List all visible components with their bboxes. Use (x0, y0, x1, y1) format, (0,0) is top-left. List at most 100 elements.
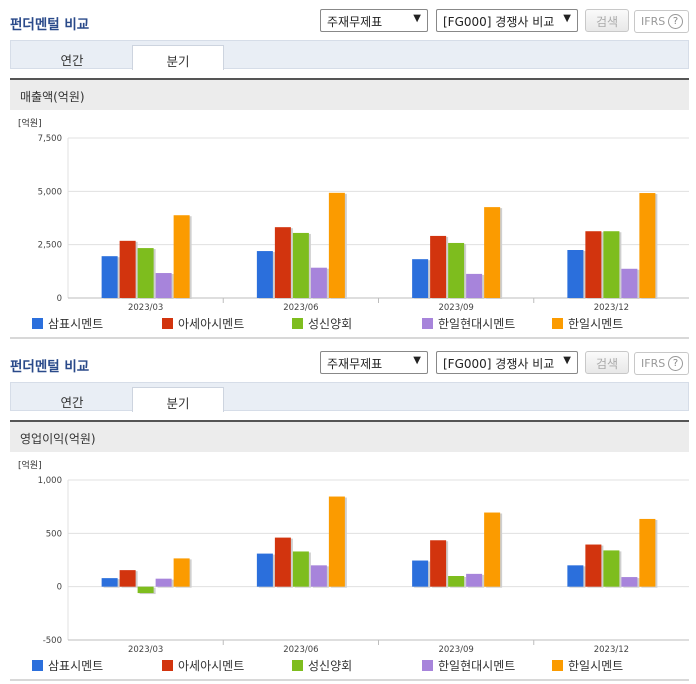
bar (466, 573, 483, 587)
legend-item: 아세아시멘트 (162, 315, 244, 332)
y-tick-label: 2,500 (38, 241, 62, 251)
bar (310, 267, 327, 298)
bar (430, 235, 447, 298)
legend-label: 삼표시멘트 (48, 317, 104, 331)
bar (101, 256, 118, 298)
chart-header: 영업이익(억원) (10, 422, 689, 452)
bar (155, 578, 172, 587)
competitor-value: [FG000] 경쟁사 비교 (443, 357, 555, 371)
legend-item: 한일현대시멘트 (422, 657, 515, 674)
bar (256, 553, 273, 587)
statement-type-value: 주재무제표 (327, 357, 383, 371)
ifrs-help-button[interactable]: IFRS ? (634, 10, 689, 33)
help-icon: ? (668, 356, 683, 371)
y-tick-label: -500 (43, 636, 62, 646)
ifrs-label: IFRS (641, 15, 666, 28)
divider (10, 679, 689, 681)
y-tick-label: 7,500 (38, 134, 62, 144)
bar (328, 192, 345, 298)
bar (603, 550, 620, 587)
tab-quarterly[interactable]: 분기 (132, 387, 224, 412)
legend-swatch (162, 318, 173, 329)
operating-profit-chart: [억원] -500 0 500 1,000 2023/03 2023/06 2023/09 20… (10, 454, 689, 655)
x-tick-label: 2023/03 (128, 645, 163, 654)
x-tick-label: 2023/03 (128, 303, 163, 312)
legend-item: 삼표시멘트 (32, 315, 103, 332)
y-unit-label: [억원] (18, 117, 42, 129)
legend-label: 한일시멘트 (568, 317, 624, 331)
bar (639, 193, 656, 298)
revenue-chart-svg: [억원] 0 2,500 5,000 7,500 2023/03 2023/06 2023/0… (18, 117, 689, 313)
search-button[interactable]: 검색 (585, 9, 629, 32)
legend-label: 성신양회 (308, 659, 353, 673)
period-tabs: 연간 분기 (10, 40, 689, 70)
bar (137, 586, 154, 594)
x-tick-label: 2023/09 (438, 645, 473, 654)
bar (119, 570, 136, 587)
divider (10, 337, 689, 339)
x-tick-label: 2023/12 (594, 645, 629, 654)
competitor-select[interactable]: [FG000] 경쟁사 비교 ▼ (436, 9, 578, 32)
divider (10, 78, 689, 80)
bar (412, 560, 429, 587)
bar (119, 240, 136, 298)
chart-legend: 삼표시멘트 아세아시멘트 성신양회 한일현대시멘트 한일시멘트 (10, 315, 689, 337)
tab-annual[interactable]: 연간 (60, 53, 84, 68)
bar (603, 231, 620, 298)
legend-swatch (422, 660, 433, 671)
bar (484, 512, 501, 587)
bar (292, 551, 309, 587)
section-title: 펀더멘털 비교 (10, 17, 90, 33)
legend-label: 아세아시멘트 (178, 317, 245, 331)
y-tick-label: 5,000 (38, 187, 62, 197)
y-tick-label: 0 (57, 583, 62, 593)
y-tick-label: 1,000 (38, 476, 62, 486)
chevron-down-icon: ▼ (563, 13, 571, 24)
bar (274, 537, 291, 587)
competitor-select[interactable]: [FG000] 경쟁사 비교 ▼ (436, 351, 578, 374)
bar (621, 268, 638, 298)
y-unit-label: [억원] (18, 459, 42, 471)
chevron-down-icon: ▼ (413, 13, 421, 24)
bar (101, 578, 118, 587)
bar (448, 576, 465, 587)
legend-label: 한일현대시멘트 (438, 317, 516, 331)
legend-swatch (32, 660, 43, 671)
bar (173, 215, 190, 298)
legend-item: 성신양회 (292, 315, 352, 332)
bar (484, 207, 501, 298)
statement-type-select[interactable]: 주재무제표 ▼ (320, 9, 428, 32)
legend-swatch (162, 660, 173, 671)
fundamental-section-revenue: 펀더멘털 비교 주재무제표 ▼ [FG000] 경쟁사 비교 ▼ 검색 IFRS… (10, 9, 689, 339)
legend-item: 한일시멘트 (552, 657, 623, 674)
bar (256, 251, 273, 298)
bar (567, 250, 584, 298)
legend-item: 아세아시멘트 (162, 657, 244, 674)
legend-label: 한일시멘트 (568, 659, 624, 673)
legend-swatch (292, 318, 303, 329)
tab-quarterly[interactable]: 분기 (132, 45, 224, 70)
x-tick-label: 2023/06 (283, 303, 318, 312)
bar (621, 577, 638, 587)
legend-swatch (552, 318, 563, 329)
search-button[interactable]: 검색 (585, 351, 629, 374)
chart-legend: 삼표시멘트 아세아시멘트 성신양회 한일현대시멘트 한일시멘트 (10, 657, 689, 679)
chevron-down-icon: ▼ (413, 355, 421, 366)
x-tick-label: 2023/12 (594, 303, 629, 312)
legend-item: 성신양회 (292, 657, 352, 674)
bar (466, 273, 483, 298)
legend-item: 한일시멘트 (552, 315, 623, 332)
y-tick-label: 0 (57, 294, 62, 304)
bar (155, 273, 172, 298)
chart-header: 매출액(억원) (10, 80, 689, 110)
revenue-chart: [억원] 0 2,500 5,000 7,500 2023/03 2023/06 2023/0… (10, 112, 689, 313)
statement-type-select[interactable]: 주재무제표 ▼ (320, 351, 428, 374)
statement-type-value: 주재무제표 (327, 15, 383, 29)
ifrs-label: IFRS (641, 357, 666, 370)
period-tabs: 연간 분기 (10, 382, 689, 412)
bar (137, 248, 154, 298)
section-title: 펀더멘털 비교 (10, 359, 90, 375)
bar (585, 231, 602, 298)
ifrs-help-button[interactable]: IFRS ? (634, 352, 689, 375)
tab-annual[interactable]: 연간 (60, 395, 84, 410)
